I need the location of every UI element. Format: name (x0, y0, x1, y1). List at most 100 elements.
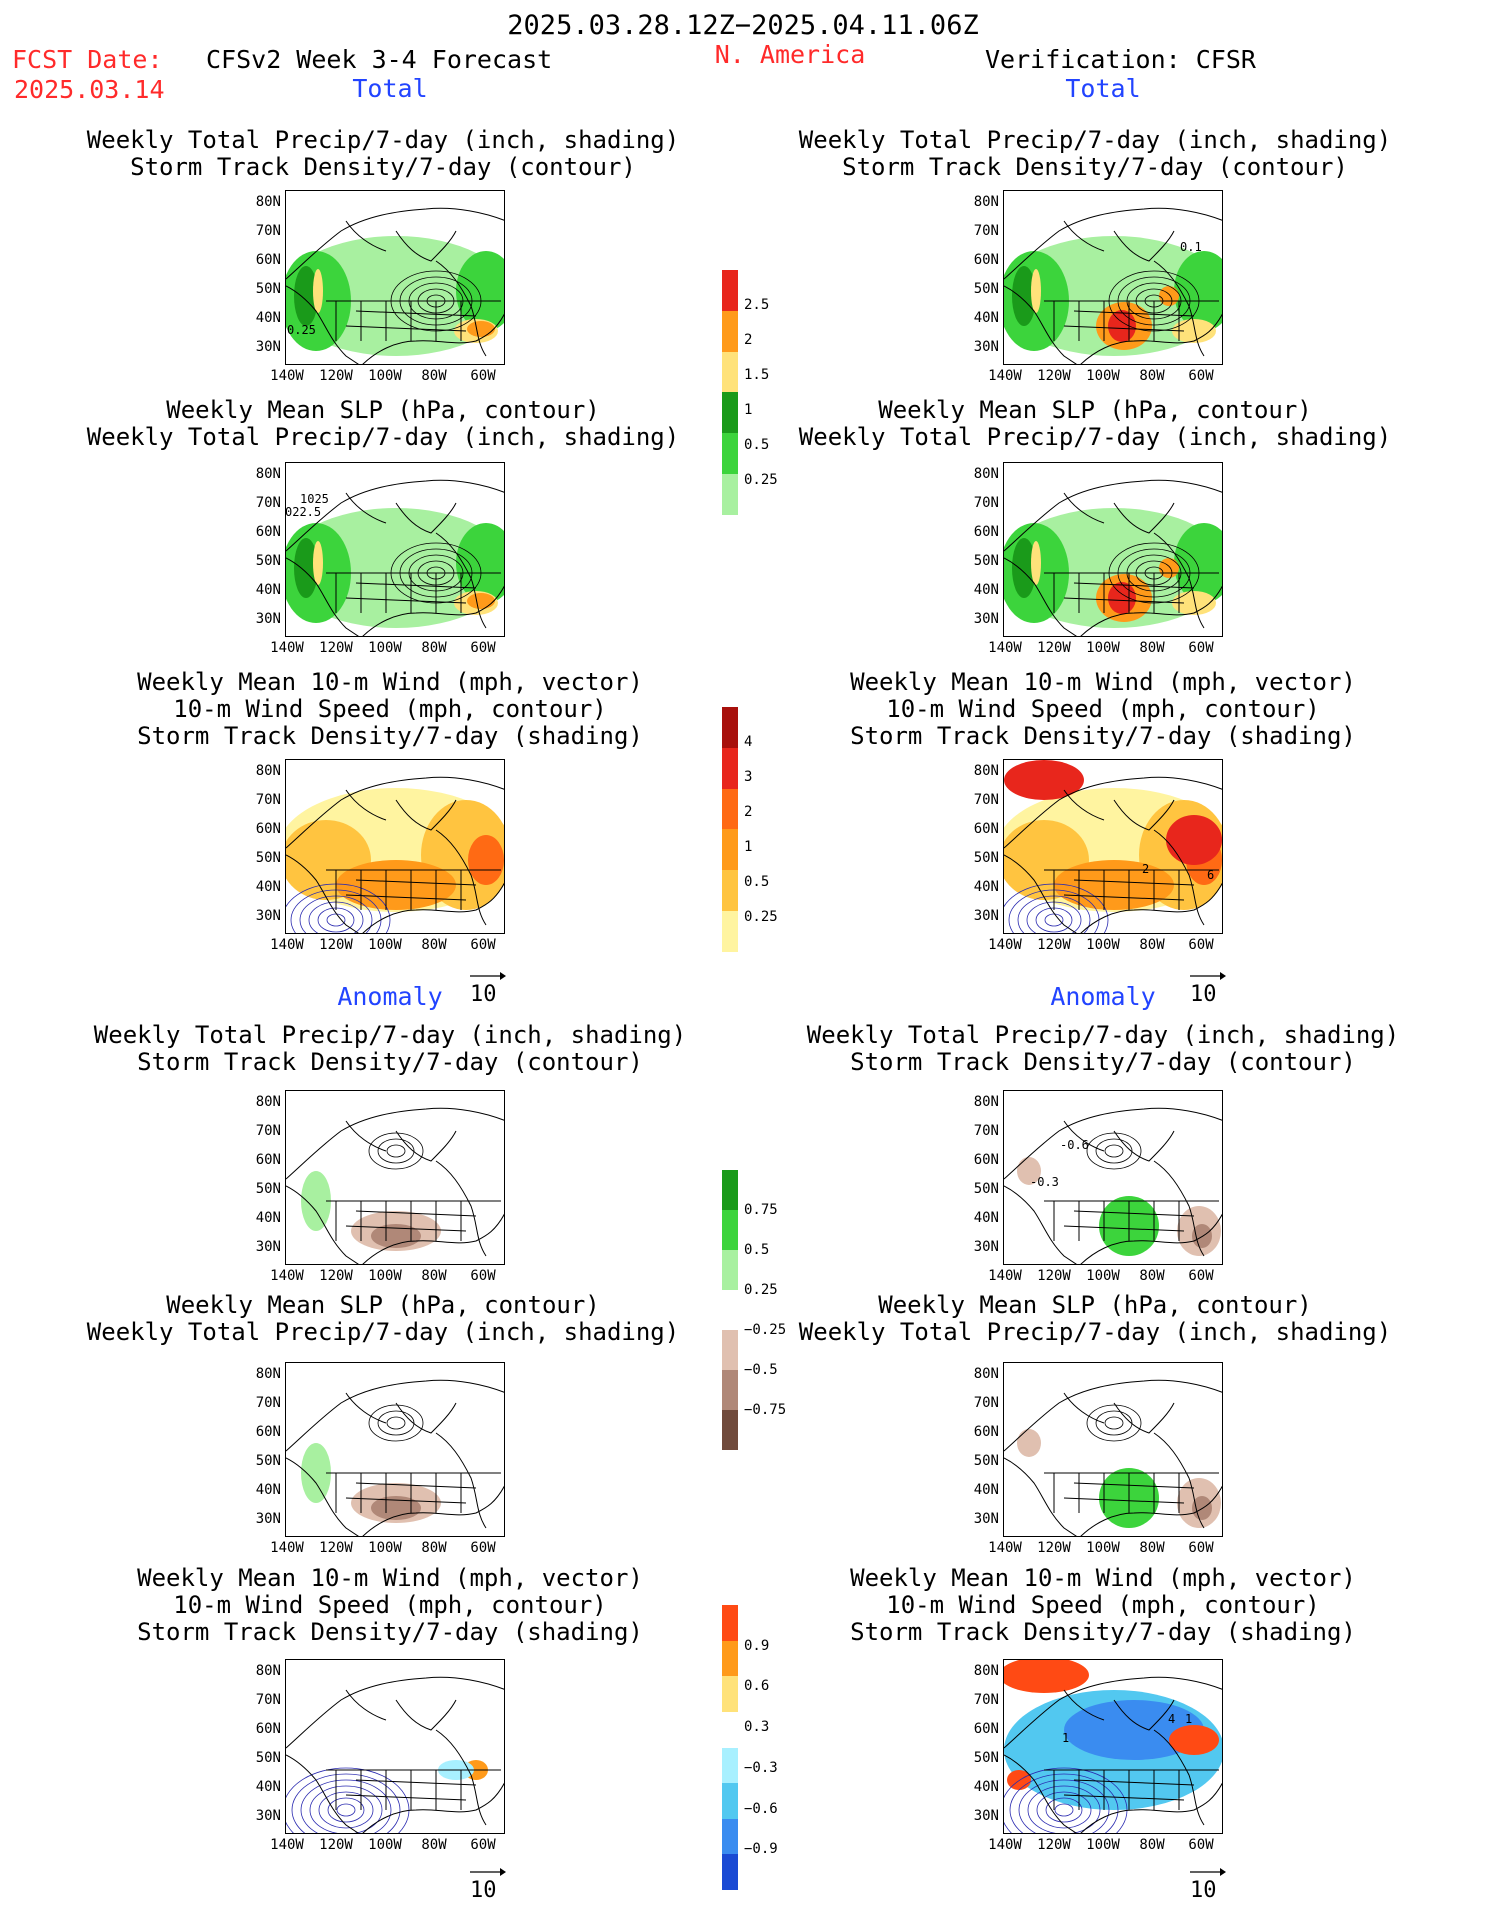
precip-mid-shading (1174, 523, 1222, 603)
lon-tick: 140W (988, 368, 1022, 384)
lat-tick: 80N (973, 466, 999, 482)
colorbar-label: −0.5 (744, 1362, 778, 1378)
lat-tick: 80N (973, 1094, 999, 1110)
colorbar-segment (722, 1290, 738, 1330)
lon-tick: 120W (319, 1837, 353, 1853)
vector-ref-p11: 10 (470, 1866, 506, 1903)
lat-tick: 50N (255, 850, 281, 866)
lat-tick: 40N (973, 1482, 999, 1498)
lat-tick: 70N (973, 1123, 999, 1139)
contours (1004, 1767, 1128, 1833)
lat-tick: 70N (255, 495, 281, 511)
map-panel-p7 (285, 1090, 505, 1265)
lon-tick: 60W (470, 1540, 496, 1556)
storm-red-shading (468, 835, 504, 885)
lon-tick: 100W (1086, 937, 1120, 953)
p8-contour-label-a: -0.6 (1060, 1138, 1089, 1152)
lon-tick: 80W (1139, 937, 1165, 953)
colorbar-label: 3 (744, 769, 753, 785)
lat-tick: 80N (973, 1663, 999, 1679)
p3-contour-label-a: 1025 (300, 492, 329, 506)
anom-green-shading (301, 1443, 331, 1503)
lat-tick: 30N (973, 908, 999, 924)
map-panel-p5 (285, 759, 505, 934)
colorbar-segment (722, 788, 738, 830)
colorbar-segment (722, 1330, 738, 1370)
lat-tick: 40N (255, 1482, 281, 1498)
title-p4: Weekly Mean SLP (hPa, contour) Weekly Tot… (798, 396, 1392, 451)
precip-mid-shading (1174, 251, 1222, 331)
anom-storm-red-shading (1004, 1660, 1089, 1693)
precip-dark-shading (1012, 266, 1036, 326)
colorbar-label: 2.5 (744, 297, 770, 313)
lat-tick: 80N (255, 466, 281, 482)
colorbar-segment (722, 1783, 738, 1819)
colorbar-label: 0.25 (744, 909, 778, 925)
map-panel-p6 (1003, 759, 1223, 934)
lat-tick: 80N (255, 194, 281, 210)
lon-tick: 80W (1139, 640, 1165, 656)
coastlines (286, 776, 504, 933)
storm-red-shading (1004, 760, 1084, 800)
colorbar-label: 1 (744, 839, 753, 855)
colorbar-label: 0.5 (744, 1242, 770, 1258)
verification-label: Verification: CFSR (985, 45, 1256, 74)
lon-tick: 120W (319, 937, 353, 953)
lon-tick: 100W (368, 1268, 402, 1284)
title-p2: Weekly Total Precip/7-day (inch, shading… (798, 126, 1392, 181)
colorbar-label: 0.9 (744, 1637, 770, 1654)
lat-tick: 60N (973, 524, 999, 540)
coastlines (1004, 207, 1222, 364)
coastlines (1004, 1676, 1222, 1833)
lon-tick: 60W (1188, 640, 1214, 656)
lat-tick: 30N (973, 1511, 999, 1527)
lon-tick: 120W (1037, 640, 1071, 656)
section-anomaly-left: Anomaly (337, 982, 443, 1011)
colorbar-segment (722, 1370, 738, 1410)
colorbar-segment (722, 1747, 738, 1784)
lat-tick: 50N (255, 281, 281, 297)
lat-tick: 50N (973, 1750, 999, 1766)
title-p7: Weekly Total Precip/7-day (inch, shading… (93, 1021, 687, 1076)
lat-tick: 80N (973, 1366, 999, 1382)
lat-tick: 80N (255, 1094, 281, 1110)
colorbar-total-storm: 4 3 2 1 0.5 0.25 (722, 707, 778, 952)
precip-dark-shading (294, 266, 318, 326)
colorbar-segment (722, 707, 738, 748)
lon-tick: 140W (270, 1268, 304, 1284)
lat-tick: 30N (255, 611, 281, 627)
title-p3: Weekly Mean SLP (hPa, contour) Weekly Tot… (86, 396, 680, 451)
lat-tick: 30N (255, 339, 281, 355)
lat-tick: 60N (973, 1152, 999, 1168)
lat-tick: 80N (255, 763, 281, 779)
lon-tick: 120W (1037, 1837, 1071, 1853)
lat-tick: 50N (973, 553, 999, 569)
anom-brown-shading (371, 1224, 421, 1248)
colorbar-label: 0.5 (744, 874, 770, 890)
contours (1086, 1404, 1142, 1442)
lat-tick: 60N (255, 252, 281, 268)
lat-tick: 60N (255, 821, 281, 837)
model-label: CFSv2 Week 3-4 Forecast (206, 45, 553, 74)
colorbar-segment (722, 310, 738, 352)
p12-contour-label-b: 4 (1168, 1712, 1176, 1726)
lon-tick: 140W (988, 640, 1022, 656)
precip-red-shading (1108, 582, 1136, 614)
colorbar-label: 4 (744, 734, 753, 750)
contours (286, 1767, 410, 1833)
fcst-label: FCST Date: (12, 45, 163, 74)
lat-tick: 40N (255, 1210, 281, 1226)
colorbar-segment (722, 1170, 738, 1210)
lon-tick: 100W (368, 1837, 402, 1853)
precip-orange-shading (1159, 286, 1179, 306)
storm-orange-shading (336, 860, 456, 910)
colorbar-segment (722, 1210, 738, 1250)
p2-contour-label: 0.1 (1180, 240, 1202, 254)
lon-tick: 60W (470, 368, 496, 384)
lon-tick: 80W (421, 937, 447, 953)
lat-tick: 40N (973, 879, 999, 895)
lat-tick: 80N (973, 194, 999, 210)
lon-tick: 140W (270, 1837, 304, 1853)
lon-tick: 140W (270, 640, 304, 656)
colorbar-segment (722, 747, 738, 789)
